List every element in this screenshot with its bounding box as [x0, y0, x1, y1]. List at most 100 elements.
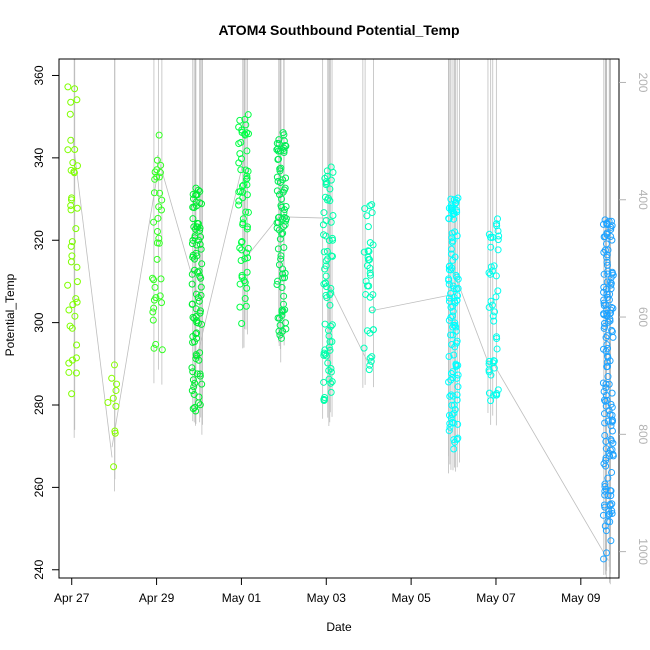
data-point — [366, 202, 374, 210]
data-point — [445, 280, 453, 288]
data-point — [158, 196, 166, 204]
data-point — [485, 230, 493, 238]
data-point — [67, 136, 75, 144]
data-point — [190, 204, 198, 212]
data-point — [603, 290, 611, 298]
data-points — [64, 83, 617, 563]
data-point — [275, 191, 283, 199]
data-point — [600, 387, 608, 395]
data-point — [64, 83, 72, 91]
data-point — [109, 394, 117, 402]
data-point — [325, 366, 333, 374]
data-point — [153, 227, 161, 235]
data-point — [66, 322, 74, 330]
data-point — [110, 361, 118, 369]
data-point — [320, 231, 328, 239]
data-point — [198, 200, 206, 208]
data-point — [601, 396, 609, 404]
data-point — [192, 351, 200, 359]
x-tick-label: May 05 — [391, 591, 431, 605]
data-point — [111, 429, 119, 437]
data-point — [113, 380, 121, 388]
transect-line — [493, 364, 609, 561]
y-tick-label: 260 — [32, 477, 46, 497]
data-point — [275, 136, 283, 144]
data-point — [281, 141, 289, 149]
data-point — [322, 262, 330, 270]
data-point — [153, 156, 161, 164]
data-point — [607, 492, 615, 500]
data-point — [492, 272, 500, 280]
data-point — [273, 146, 281, 154]
data-point — [607, 225, 615, 233]
data-point — [453, 337, 461, 345]
data-point — [273, 224, 281, 232]
data-point — [72, 295, 80, 303]
data-point — [493, 222, 501, 230]
data-point — [485, 269, 493, 277]
data-point — [110, 463, 118, 471]
data-point — [196, 401, 204, 409]
data-point — [236, 116, 244, 124]
data-point — [446, 262, 454, 270]
data-point — [151, 175, 159, 183]
data-point — [321, 193, 329, 201]
data-point — [607, 306, 615, 314]
x-axis: Apr 27 Apr 29 May 01 May 03 May 05 May 07 May … — [54, 578, 601, 605]
data-point — [279, 274, 287, 282]
data-point — [447, 204, 455, 212]
data-point — [491, 308, 499, 316]
data-point — [609, 304, 617, 312]
data-point — [150, 304, 158, 312]
data-point — [608, 468, 616, 476]
data-point — [320, 209, 328, 217]
data-point — [276, 165, 284, 173]
data-point — [490, 357, 498, 365]
data-point — [490, 317, 498, 325]
data-point — [281, 221, 289, 229]
data-point — [244, 244, 252, 252]
data-point — [241, 255, 249, 263]
data-point — [157, 275, 165, 283]
data-point — [609, 450, 617, 458]
data-point — [327, 379, 335, 387]
data-point — [608, 236, 616, 244]
y2-tick-label: 400 — [636, 190, 650, 210]
data-point — [67, 258, 75, 266]
data-point — [488, 301, 496, 309]
data-point — [242, 208, 250, 216]
y-tick-label: 340 — [32, 148, 46, 168]
data-point — [193, 241, 201, 249]
data-point — [453, 374, 461, 382]
data-point — [609, 271, 617, 279]
data-point — [243, 223, 251, 231]
data-point — [599, 511, 607, 519]
data-point — [150, 276, 158, 284]
y-tick-label: 280 — [32, 395, 46, 415]
data-point — [72, 225, 80, 233]
data-point — [321, 350, 329, 358]
data-point — [449, 307, 457, 315]
data-point — [192, 312, 200, 320]
data-point — [493, 345, 501, 353]
data-point — [67, 202, 75, 210]
data-point — [73, 298, 81, 306]
data-point — [452, 327, 460, 335]
data-point — [191, 379, 199, 387]
data-point — [193, 223, 201, 231]
data-point — [68, 390, 76, 398]
data-point — [237, 238, 245, 246]
data-point — [153, 255, 161, 263]
data-point — [243, 268, 251, 276]
y2-tick-label: 800 — [636, 424, 650, 444]
data-point — [604, 246, 612, 254]
data-point — [493, 335, 501, 343]
data-point — [67, 206, 75, 214]
data-point — [600, 288, 608, 296]
data-point — [280, 292, 288, 300]
data-point — [454, 292, 462, 300]
data-point — [485, 389, 493, 397]
data-point — [601, 216, 609, 224]
data-point — [603, 341, 611, 349]
data-point — [603, 278, 611, 286]
